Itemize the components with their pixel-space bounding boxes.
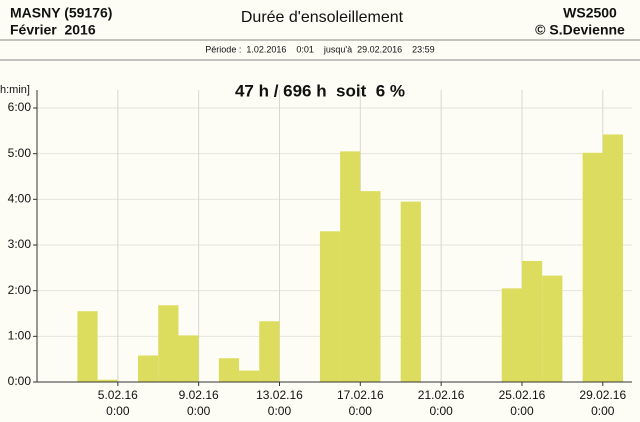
x-tick-label: 13.02.16 (256, 388, 303, 402)
bar (400, 201, 421, 382)
bar (97, 379, 118, 382)
bar (542, 275, 563, 382)
x-tick-label: 17.02.16 (337, 388, 384, 402)
y-tick-label: 3:00 (8, 237, 32, 251)
bar (138, 355, 159, 382)
bar (360, 191, 381, 382)
period: Période : 1.02.2016 0:01 jusqu'à 29.02.2… (205, 44, 434, 54)
bar (501, 288, 522, 382)
x-tick-time: 0:00 (187, 404, 211, 418)
y-tick-label: 6:00 (8, 100, 32, 114)
bar (239, 370, 260, 382)
x-tick-time: 0:00 (268, 404, 292, 418)
x-tick-label: 29.02.16 (579, 388, 626, 402)
x-tick-label: 5.02.16 (98, 388, 138, 402)
y-tick-label: 1:00 (8, 329, 32, 343)
bar (77, 311, 98, 382)
device: WS2500 (563, 5, 617, 21)
bar (602, 134, 623, 382)
x-tick-label: 9.02.16 (179, 388, 219, 402)
y-axis-label: h:min] (0, 84, 30, 96)
y-tick-label: 0:00 (8, 374, 32, 388)
bar (582, 152, 603, 382)
y-tick-label: 2:00 (8, 283, 32, 297)
bar (259, 321, 280, 382)
x-tick-time: 0:00 (429, 404, 453, 418)
chart-title: Durée d'ensoleillement (241, 9, 404, 26)
bar (319, 231, 341, 382)
x-tick-time: 0:00 (106, 404, 130, 418)
x-tick-time: 0:00 (510, 404, 534, 418)
station: MASNY (59176) (10, 5, 112, 21)
x-tick-time: 0:00 (591, 404, 615, 418)
month: Février 2016 (10, 22, 96, 38)
bar (521, 260, 543, 382)
y-tick-label: 4:00 (8, 192, 32, 206)
bar (340, 151, 361, 382)
bar (178, 335, 199, 382)
y-tick-label: 5:00 (8, 146, 32, 160)
bar (158, 305, 179, 382)
subtitle: 47 h / 696 h soit 6 % (235, 81, 405, 100)
x-tick-label: 25.02.16 (499, 388, 546, 402)
x-tick-label: 21.02.16 (418, 388, 465, 402)
bar (218, 358, 240, 382)
x-tick-time: 0:00 (349, 404, 373, 418)
author: © S.Devienne (535, 22, 625, 38)
